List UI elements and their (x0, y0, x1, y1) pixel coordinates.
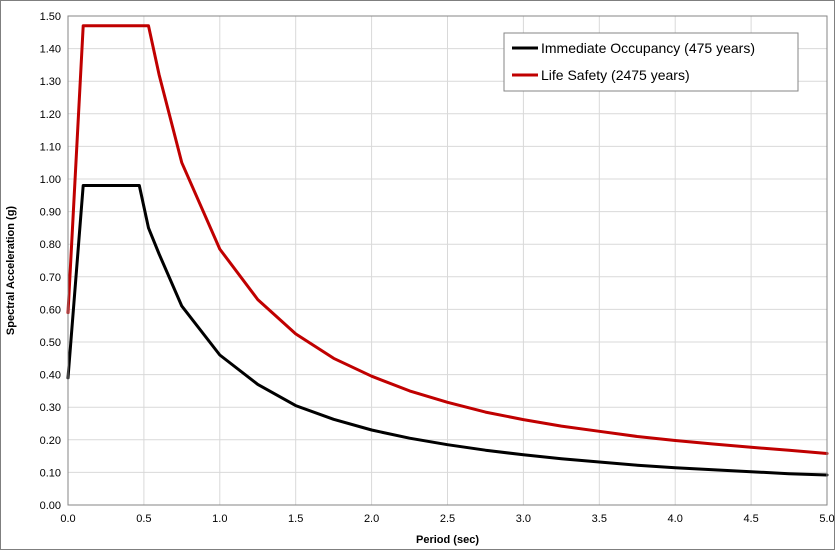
y-tick-label: 0.30 (40, 402, 61, 414)
y-tick-label: 0.60 (40, 304, 61, 316)
x-axis-title: Period (sec) (416, 534, 479, 546)
y-tick-label: 0.00 (40, 500, 61, 512)
x-tick-label: 3.0 (516, 513, 531, 525)
y-tick-label: 1.50 (40, 11, 61, 23)
x-tick-label: 0.0 (60, 513, 75, 525)
series-lines (66, 24, 829, 477)
y-axis-ticks: 0.00 0.10 0.20 0.30 0.40 0.50 0.60 0.70 0.80 0.90… (40, 11, 61, 512)
y-tick-label: 0.10 (40, 467, 61, 479)
y-tick-label: 0.40 (40, 370, 61, 382)
x-tick-label: 2.5 (440, 513, 455, 525)
legend: Immediate Occupancy (475 years) Life Saf… (503, 32, 799, 92)
x-tick-label: 5.0 (819, 513, 834, 525)
x-tick-label: 1.0 (212, 513, 227, 525)
y-tick-label: 1.10 (40, 141, 61, 153)
y-tick-label: 0.80 (40, 239, 61, 251)
y-axis-title: Spectral Acceleration (g) (5, 206, 17, 336)
series-line-0 (66, 184, 829, 477)
legend-label-life-safety: Life Safety (2475 years) (541, 67, 690, 83)
series-line-1 (66, 24, 829, 455)
x-tick-label: 0.5 (136, 513, 151, 525)
x-tick-label: 4.0 (668, 513, 683, 525)
x-tick-label: 4.5 (743, 513, 758, 525)
plot-area-border (67, 15, 828, 506)
y-tick-label: 1.40 (40, 44, 61, 56)
x-tick-label: 1.5 (288, 513, 303, 525)
y-tick-label: 0.20 (40, 435, 61, 447)
x-tick-label: 2.0 (364, 513, 379, 525)
y-tick-label: 0.90 (40, 207, 61, 219)
x-axis-ticks: 0.0 0.5 1.0 1.5 2.0 2.5 3.0 3.5 4.0 4.5 5.0 (60, 513, 834, 525)
x-tick-label: 3.5 (592, 513, 607, 525)
legend-label-immediate-occupancy: Immediate Occupancy (475 years) (541, 40, 755, 56)
y-tick-label: 1.30 (40, 76, 61, 88)
y-tick-label: 0.50 (40, 337, 61, 349)
legend-box (503, 32, 799, 92)
y-tick-label: 1.00 (40, 174, 61, 186)
y-tick-label: 1.20 (40, 109, 61, 121)
y-tick-label: 0.70 (40, 272, 61, 284)
